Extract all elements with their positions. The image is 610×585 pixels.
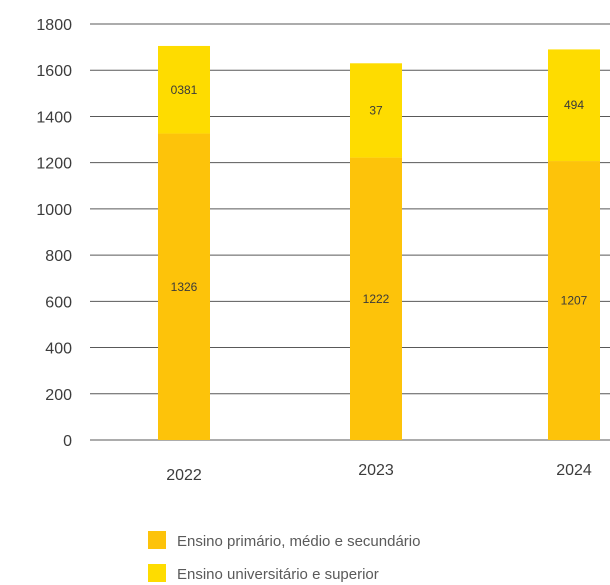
- y-axis-ticks: 0 200 400 600 800 1000 1200 1400 1600 1800: [36, 17, 72, 450]
- y-tick-200: 200: [45, 387, 72, 404]
- x-axis-categories: 2022 2023 2024: [166, 462, 592, 484]
- bars: [158, 45, 600, 441]
- y-tick-1400: 1400: [36, 109, 72, 126]
- y-tick-0: 0: [63, 433, 72, 450]
- legend-swatch-0: [148, 531, 166, 549]
- bar-2022-series-1: [158, 45, 210, 134]
- y-tick-1000: 1000: [36, 202, 72, 219]
- data-label-2022-series-0: 1326: [171, 280, 198, 294]
- y-tick-600: 600: [45, 294, 72, 311]
- bar-2023-series-1: [350, 63, 402, 158]
- legend: Ensino primário, médio e secundário Ensin…: [148, 531, 420, 583]
- legend-swatch-1: [148, 564, 166, 582]
- y-tick-1600: 1600: [36, 63, 72, 80]
- legend-label-1: Ensino universitário e superior: [177, 566, 379, 583]
- data-label-2022-series-1: 0381: [171, 83, 198, 97]
- data-label-2023-series-1: 37: [369, 103, 383, 117]
- x-category-2024: 2024: [556, 462, 592, 479]
- x-category-2023: 2023: [358, 462, 394, 479]
- bar-2024-series-0: [548, 161, 600, 440]
- y-tick-800: 800: [45, 248, 72, 265]
- data-label-2024-series-0: 1207: [561, 294, 588, 308]
- y-tick-400: 400: [45, 341, 72, 358]
- data-labels: 1326 0381 1222 37 1207 494: [171, 83, 588, 308]
- bar-2023-series-0: [350, 157, 402, 441]
- y-tick-1200: 1200: [36, 156, 72, 173]
- y-tick-1800: 1800: [36, 17, 72, 34]
- bar-2022-series-0: [158, 133, 210, 440]
- legend-label-0: Ensino primário, médio e secundário: [177, 533, 420, 550]
- data-label-2024-series-1: 494: [564, 98, 584, 112]
- x-category-2022: 2022: [166, 467, 202, 484]
- data-label-2023-series-0: 1222: [363, 292, 390, 306]
- bar-2024-series-1: [548, 49, 600, 162]
